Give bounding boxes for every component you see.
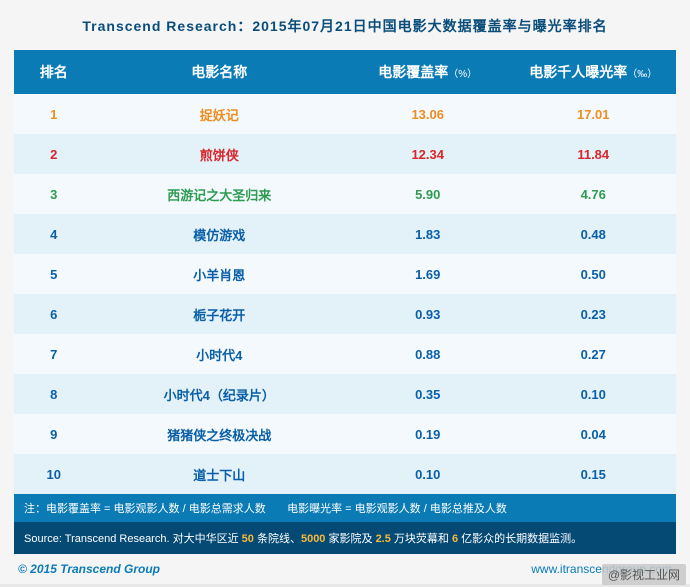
cell-coverage: 1.69 bbox=[345, 254, 511, 294]
table-row: 9猪猪侠之终极决战0.190.04 bbox=[14, 414, 676, 454]
cell-rank: 4 bbox=[14, 214, 93, 254]
table-row: 1捉妖记13.0617.01 bbox=[14, 94, 676, 134]
definitions-bar: 注：电影覆盖率 = 电影观影人数 / 电影总需求人数 电影曝光率 = 电影观影人… bbox=[14, 494, 676, 522]
cell-exposure: 0.04 bbox=[510, 414, 676, 454]
table-row: 6栀子花开0.930.23 bbox=[14, 294, 676, 334]
cell-name: 西游记之大圣归来 bbox=[93, 174, 345, 214]
cell-rank: 9 bbox=[14, 414, 93, 454]
cell-rank: 10 bbox=[14, 454, 93, 494]
cell-coverage: 0.88 bbox=[345, 334, 511, 374]
cell-rank: 2 bbox=[14, 134, 93, 174]
table-row: 7小时代40.880.27 bbox=[14, 334, 676, 374]
table-row: 3西游记之大圣归来5.904.76 bbox=[14, 174, 676, 214]
col-header-coverage: 电影覆盖率（%） bbox=[345, 50, 511, 94]
table-header-row: 排名 电影名称 电影覆盖率（%） 电影千人曝光率（‰） bbox=[14, 50, 676, 94]
cell-exposure: 0.15 bbox=[510, 454, 676, 494]
cell-coverage: 0.10 bbox=[345, 454, 511, 494]
cell-name: 道士下山 bbox=[93, 454, 345, 494]
cell-exposure: 4.76 bbox=[510, 174, 676, 214]
cell-rank: 8 bbox=[14, 374, 93, 414]
cell-name: 捉妖记 bbox=[93, 94, 345, 134]
cell-name: 小时代4 bbox=[93, 334, 345, 374]
cell-rank: 6 bbox=[14, 294, 93, 334]
col-header-rank: 排名 bbox=[14, 50, 93, 94]
note-exposure: 电影曝光率 = 电影观影人数 / 电影总推及人数 bbox=[287, 503, 507, 515]
cell-coverage: 12.34 bbox=[345, 134, 511, 174]
cell-coverage: 0.35 bbox=[345, 374, 511, 414]
cell-name: 小时代4（纪录片） bbox=[93, 374, 345, 414]
cell-exposure: 0.50 bbox=[510, 254, 676, 294]
cell-coverage: 13.06 bbox=[345, 94, 511, 134]
footer: © 2015 Transcend Group www.itranscendgro… bbox=[14, 554, 676, 578]
ranking-table: 排名 电影名称 电影覆盖率（%） 电影千人曝光率（‰） 1捉妖记13.0617.… bbox=[14, 50, 676, 494]
report-title: Transcend Research：2015年07月21日中国电影大数据覆盖率… bbox=[14, 10, 676, 50]
cell-coverage: 0.93 bbox=[345, 294, 511, 334]
cell-exposure: 0.10 bbox=[510, 374, 676, 414]
cell-name: 煎饼侠 bbox=[93, 134, 345, 174]
cell-name: 猪猪侠之终极决战 bbox=[93, 414, 345, 454]
note-coverage: 注：电影覆盖率 = 电影观影人数 / 电影总需求人数 bbox=[24, 503, 266, 515]
cell-rank: 1 bbox=[14, 94, 93, 134]
copyright: © 2015 Transcend Group bbox=[18, 562, 160, 576]
cell-coverage: 0.19 bbox=[345, 414, 511, 454]
col-header-name: 电影名称 bbox=[93, 50, 345, 94]
cell-rank: 5 bbox=[14, 254, 93, 294]
cell-name: 小羊肖恩 bbox=[93, 254, 345, 294]
cell-exposure: 17.01 bbox=[510, 94, 676, 134]
cell-exposure: 0.27 bbox=[510, 334, 676, 374]
cell-exposure: 11.84 bbox=[510, 134, 676, 174]
table-row: 2煎饼侠12.3411.84 bbox=[14, 134, 676, 174]
cell-rank: 3 bbox=[14, 174, 93, 214]
cell-coverage: 5.90 bbox=[345, 174, 511, 214]
watermark: @影视工业网 bbox=[602, 564, 686, 585]
report-container: Transcend Research：2015年07月21日中国电影大数据覆盖率… bbox=[0, 0, 690, 584]
cell-rank: 7 bbox=[14, 334, 93, 374]
col-header-exposure: 电影千人曝光率（‰） bbox=[510, 50, 676, 94]
table-row: 4模仿游戏1.830.48 bbox=[14, 214, 676, 254]
table-row: 10道士下山0.100.15 bbox=[14, 454, 676, 494]
table-body: 1捉妖记13.0617.012煎饼侠12.3411.843西游记之大圣归来5.9… bbox=[14, 94, 676, 494]
cell-name: 栀子花开 bbox=[93, 294, 345, 334]
source-bar: Source: Transcend Research. 对大中华区近 50 条院… bbox=[14, 522, 676, 554]
cell-name: 模仿游戏 bbox=[93, 214, 345, 254]
table-row: 5小羊肖恩1.690.50 bbox=[14, 254, 676, 294]
table-row: 8小时代4（纪录片）0.350.10 bbox=[14, 374, 676, 414]
cell-exposure: 0.23 bbox=[510, 294, 676, 334]
cell-exposure: 0.48 bbox=[510, 214, 676, 254]
cell-coverage: 1.83 bbox=[345, 214, 511, 254]
